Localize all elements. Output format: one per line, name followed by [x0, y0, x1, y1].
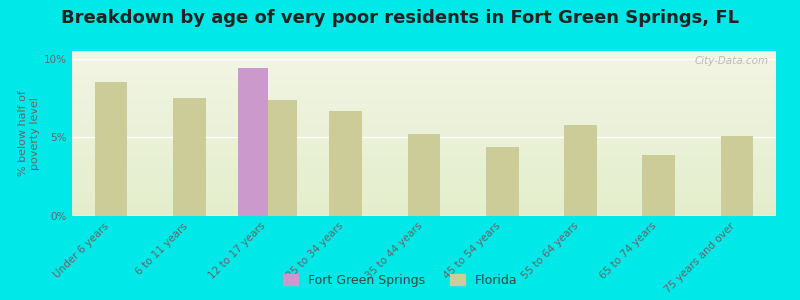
Text: City-Data.com: City-Data.com	[695, 56, 769, 66]
Bar	[173, 98, 206, 216]
Bar	[721, 136, 754, 216]
Bar	[408, 134, 440, 216]
Bar	[238, 68, 267, 216]
Bar	[486, 147, 518, 216]
Bar	[564, 125, 597, 216]
Bar	[330, 111, 362, 216]
Text: Breakdown by age of very poor residents in Fort Green Springs, FL: Breakdown by age of very poor residents …	[61, 9, 739, 27]
Bar	[267, 100, 298, 216]
Y-axis label: % below half of
poverty level: % below half of poverty level	[18, 91, 40, 176]
Bar	[642, 155, 675, 216]
Legend: Fort Green Springs, Florida: Fort Green Springs, Florida	[279, 270, 521, 291]
Bar	[94, 82, 127, 216]
